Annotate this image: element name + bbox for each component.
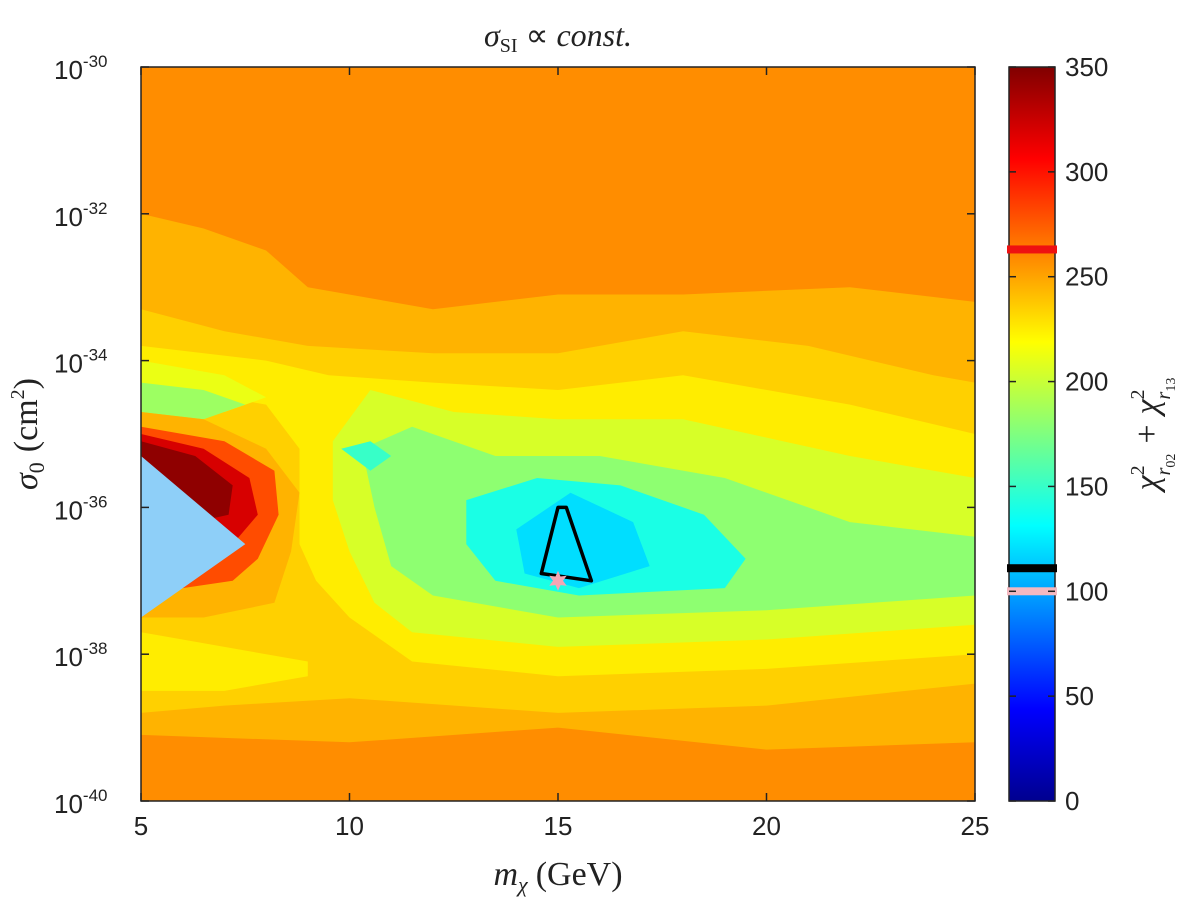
y-tick-label: 10-30 bbox=[54, 52, 108, 85]
y-tick-label: 10-40 bbox=[54, 786, 108, 819]
colorbar-marker-2 bbox=[1007, 587, 1057, 596]
x-axis-ticks: 5 10 15 20 25 bbox=[134, 67, 990, 841]
y-tick-label: 10-38 bbox=[54, 639, 108, 672]
x-tick-label: 25 bbox=[961, 811, 990, 841]
colorbar-markers bbox=[1007, 245, 1057, 596]
y-tick-label: 10-32 bbox=[54, 199, 108, 232]
colorbar-marker-1 bbox=[1007, 564, 1057, 573]
x-axis-label: mχ (GeV) bbox=[493, 856, 622, 897]
y-axis-label: σ0(cm2) bbox=[7, 378, 49, 490]
x-tick-label: 15 bbox=[544, 811, 573, 841]
contour-region-11 bbox=[516, 492, 650, 589]
contour-region-8 bbox=[141, 382, 246, 420]
x-tick-label: 10 bbox=[335, 811, 364, 841]
excluded-region bbox=[141, 456, 246, 618]
colorbar-tick-label: 0 bbox=[1065, 786, 1079, 816]
chart-title: σSI ∝ const. bbox=[484, 17, 632, 57]
colorbar-marker-0 bbox=[1007, 245, 1057, 254]
x-tick-label: 5 bbox=[134, 811, 148, 841]
x-tick-label: 20 bbox=[752, 811, 781, 841]
colorbar-tick-label: 150 bbox=[1065, 471, 1108, 501]
confidence-contour bbox=[539, 505, 594, 583]
y-tick-label: 10-34 bbox=[54, 346, 108, 379]
best-fit-marker bbox=[549, 570, 567, 591]
colorbar-tick-label: 50 bbox=[1065, 681, 1094, 711]
contour-region-10 bbox=[341, 441, 392, 471]
plot-overlay bbox=[141, 456, 594, 618]
colorbar-ticks: 0 50 100 150 200 250 300 350 bbox=[1009, 52, 1108, 816]
colorbar-tick-label: 100 bbox=[1065, 576, 1108, 606]
colorbar bbox=[1008, 66, 1056, 802]
y-tick-label: 10-36 bbox=[54, 492, 108, 525]
contour-region-4 bbox=[141, 632, 308, 691]
y-axis-ticks: 10-40 10-38 10-36 10-34 10-32 10-30 bbox=[54, 52, 975, 819]
colorbar-tick-label: 250 bbox=[1065, 262, 1108, 292]
heatmap-regions bbox=[141, 67, 975, 801]
colorbar-tick-label: 300 bbox=[1065, 157, 1108, 187]
colorbar-tick-label: 200 bbox=[1065, 367, 1108, 397]
colorbar-label: χ2 r02+χ2 r13 bbox=[1127, 378, 1179, 494]
colorbar-tick-label: 350 bbox=[1065, 52, 1108, 82]
